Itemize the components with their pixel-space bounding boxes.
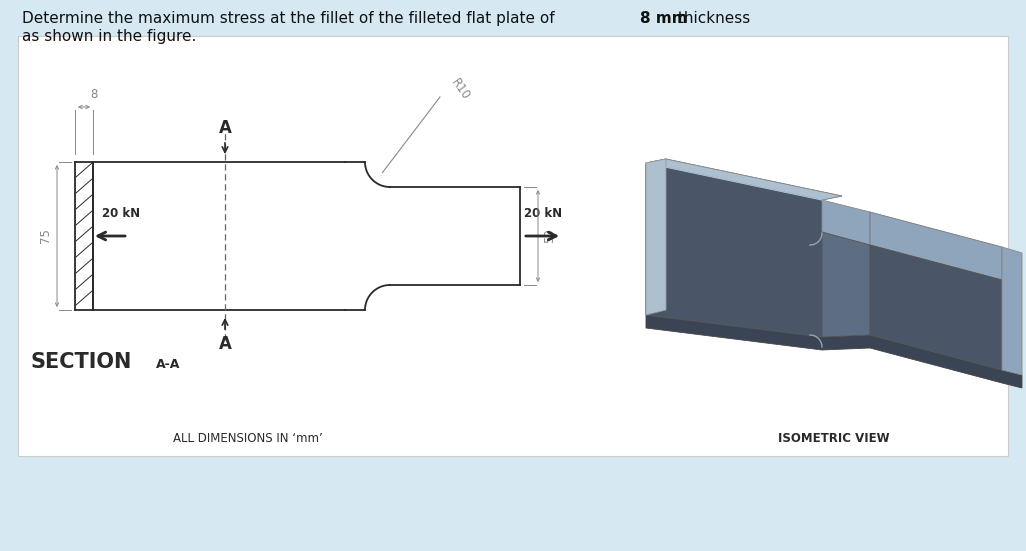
Text: as shown in the figure.: as shown in the figure.: [22, 29, 196, 44]
Text: A-A: A-A: [156, 359, 181, 371]
Polygon shape: [822, 200, 870, 245]
Polygon shape: [646, 159, 666, 315]
Polygon shape: [870, 245, 1002, 370]
Polygon shape: [870, 212, 1002, 280]
Text: SECTION: SECTION: [30, 352, 131, 372]
Text: ISOMETRIC VIEW: ISOMETRIC VIEW: [778, 431, 890, 445]
Text: 8: 8: [90, 88, 97, 101]
Polygon shape: [646, 159, 666, 315]
Text: R10: R10: [448, 76, 472, 102]
Text: Determine the maximum stress at the fillet of the filleted flat plate of: Determine the maximum stress at the fill…: [22, 11, 559, 26]
Text: ALL DIMENSIONS IN ‘mm’: ALL DIMENSIONS IN ‘mm’: [173, 431, 323, 445]
Polygon shape: [646, 163, 822, 337]
Text: 20 kN: 20 kN: [102, 207, 141, 220]
Polygon shape: [646, 315, 1022, 388]
Text: A: A: [219, 335, 232, 353]
FancyBboxPatch shape: [18, 36, 1008, 456]
Polygon shape: [1002, 247, 1022, 375]
Polygon shape: [822, 232, 870, 337]
Text: 50: 50: [543, 229, 556, 244]
Text: thickness: thickness: [673, 11, 750, 26]
Polygon shape: [646, 159, 842, 200]
Text: 20 kN: 20 kN: [524, 207, 562, 220]
Text: 75: 75: [39, 229, 52, 244]
Text: 8 mm: 8 mm: [640, 11, 687, 26]
Text: A: A: [219, 119, 232, 137]
Polygon shape: [646, 159, 842, 200]
